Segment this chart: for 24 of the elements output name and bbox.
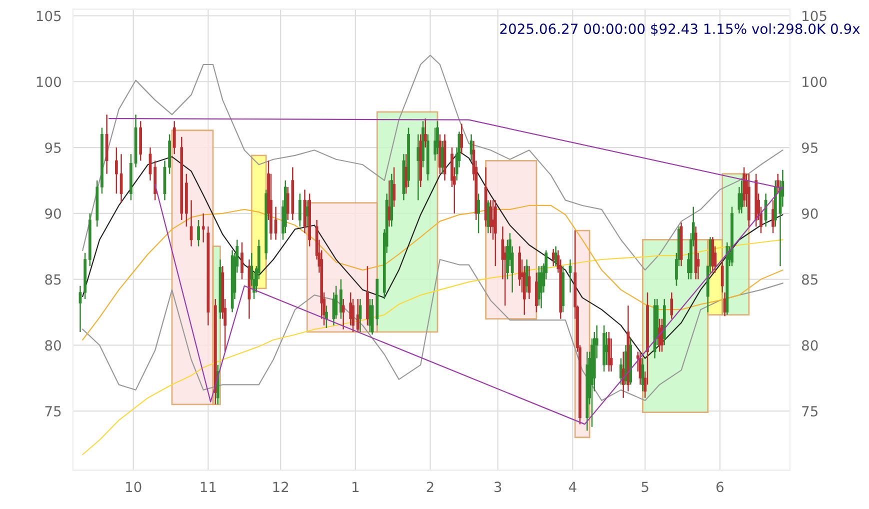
y2-tick-label: 105 bbox=[802, 10, 826, 22]
y2-tick-label: 95 bbox=[802, 142, 818, 153]
y2-tick-label: 85 bbox=[802, 274, 818, 285]
y2-tick-label: 75 bbox=[802, 406, 818, 416]
y2-tick-label: 100 bbox=[802, 76, 827, 88]
x-tick-label: 12 bbox=[273, 482, 288, 492]
y-tick-label: 100 bbox=[36, 76, 61, 88]
x-tick-label: 5 bbox=[642, 482, 648, 492]
y2-tick-label: 90 bbox=[802, 208, 818, 219]
y-tick-label: 75 bbox=[45, 406, 61, 416]
y-tick-label: 95 bbox=[45, 142, 61, 153]
y-tick-label: 90 bbox=[45, 208, 61, 219]
y-tick-label: 85 bbox=[45, 274, 61, 285]
text: 2025.06.27 00:00:00 $92.43 1.15% vol:298.0K 0.9x bbox=[500, 23, 860, 36]
y-tick-label: 80 bbox=[45, 340, 61, 351]
y2-tick-label: 80 bbox=[802, 340, 818, 351]
x-tick-label: 10 bbox=[126, 482, 142, 492]
y-tick-label: 105 bbox=[36, 10, 61, 22]
x-tick-label: 6 bbox=[716, 482, 724, 492]
x-tick-label: 3 bbox=[494, 482, 502, 492]
x-tick-label: 1 bbox=[352, 482, 359, 492]
x-tick-label: 11 bbox=[200, 482, 216, 492]
x-tick-label: 2 bbox=[426, 482, 434, 492]
x-tick-label: 4 bbox=[568, 482, 576, 492]
